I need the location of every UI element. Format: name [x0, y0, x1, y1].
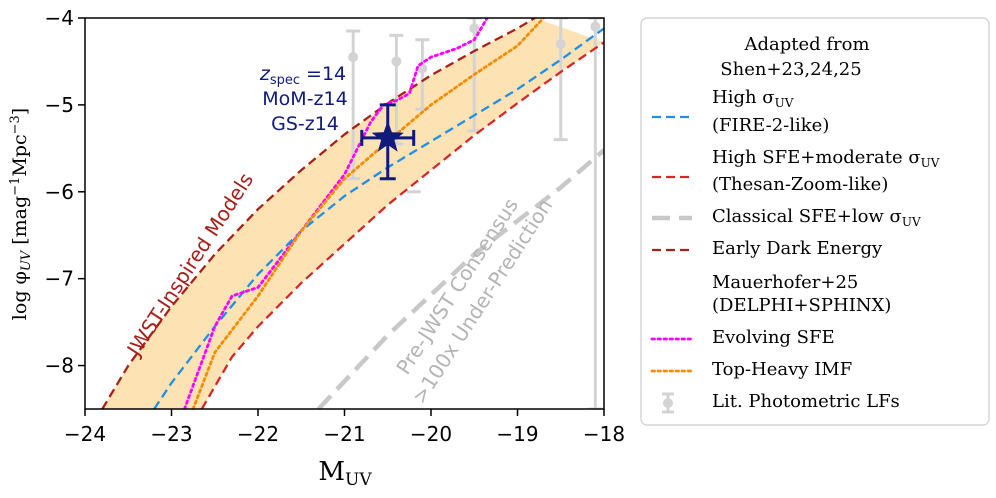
mom-z14-label: MoM-z14 [262, 88, 347, 110]
legend-label: High SFE+moderate σUV [712, 147, 940, 170]
x-tick-label: −20 [410, 422, 452, 446]
y-axis-title: log φUV [mag−1Mpc−3] [8, 108, 34, 320]
legend-entry: Mauerhofer+25(DELPHI+SPHINX) [712, 272, 891, 316]
legend-entry: Lit. Photometric LFs [662, 391, 900, 414]
legend-label: Mauerhofer+25 [712, 272, 858, 293]
star-marker [371, 120, 404, 152]
series-line [153, 27, 604, 409]
series-line [200, 41, 604, 409]
x-tick-label: −22 [237, 422, 279, 446]
legend-label-line2: (FIRE-2-like) [712, 115, 829, 136]
legend: Adapted from Shen+23,24,25 High σUV (FIRE… [640, 17, 990, 426]
series-line [101, 18, 536, 409]
plot-area [101, 18, 604, 409]
legend-entry: High SFE+moderate σUV (Thesan-Zoom-like) [652, 147, 940, 195]
legend-entry: Evolving SFE [650, 327, 835, 348]
legend-title-line2: Shen+23,24,25 [720, 59, 861, 80]
y-tick-label: −5 [45, 93, 74, 117]
zspec-label: zspec =14 [259, 63, 346, 88]
highlight-point [360, 103, 416, 181]
legend-label: Top-Heavy IMF [712, 359, 852, 380]
lit-marker [469, 23, 480, 34]
legend-label: High σUV [712, 87, 794, 110]
legend-label: Early Dark Energy [712, 238, 883, 259]
legend-box [640, 17, 990, 426]
y-tick-label: −6 [45, 180, 74, 204]
y-tick-label: −4 [45, 6, 74, 30]
x-tick-label: −18 [583, 422, 625, 446]
x-tick-label: −21 [323, 422, 365, 446]
legend-label: Lit. Photometric LFs [712, 391, 900, 412]
legend-label: Classical SFE+low σUV [712, 206, 921, 229]
legend-swatch-marker [663, 398, 673, 408]
legend-label-line2: (Thesan-Zoom-like) [712, 174, 888, 195]
lit-point [553, 18, 568, 142]
series-line [191, 18, 545, 409]
lit-point [389, 33, 404, 146]
y-tick-label: −8 [45, 354, 74, 378]
x-tick-label: −24 [64, 422, 106, 446]
x-tick-label: −19 [496, 422, 538, 446]
series-line [316, 148, 604, 409]
legend-entries: High σUV (FIRE-2-like) High SFE+moderate σ… [650, 87, 940, 414]
jwst-band [102, 18, 604, 409]
gs-z14-label: GS-z14 [271, 113, 339, 135]
lit-marker [590, 21, 601, 32]
legend-label-line2: (DELPHI+SPHINX) [712, 295, 891, 316]
legend-entry: Classical SFE+low σUV [652, 206, 921, 229]
lit-point [588, 18, 603, 409]
lit-marker [555, 39, 566, 50]
axis-ticks: −24 −23 −22 −21 −20 −19 −18 −8 −7 −6 −5 −4 [45, 6, 626, 446]
lit-marker [391, 56, 402, 67]
lit-marker [348, 52, 359, 63]
highlight-label: zspec =14 MoM-z14 GS-z14 [259, 63, 348, 135]
y-tick-label: −7 [45, 267, 74, 291]
legend-entry: Early Dark Energy [652, 238, 883, 259]
legend-entry: High σUV (FIRE-2-like) [652, 87, 829, 136]
legend-label: Evolving SFE [712, 327, 835, 348]
x-tick-label: −23 [150, 422, 192, 446]
legend-title-line1: Adapted from [743, 34, 869, 55]
x-axis-title: MUV [318, 457, 372, 490]
legend-entry: Top-Heavy IMF [650, 359, 852, 380]
